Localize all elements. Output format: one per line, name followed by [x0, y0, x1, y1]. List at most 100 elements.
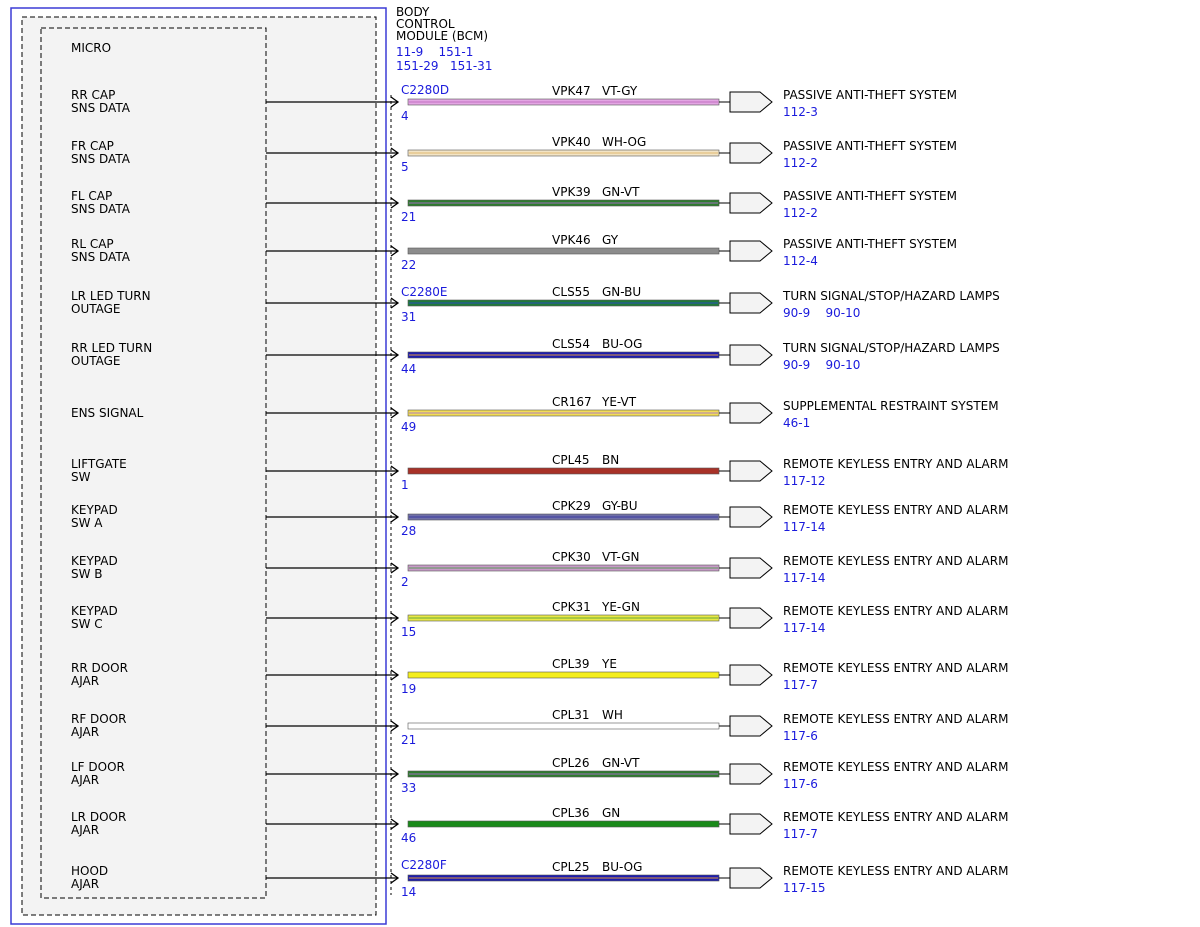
destination-arrow-icon[interactable]	[729, 292, 773, 314]
page-reference-link[interactable]: 117-6	[783, 777, 818, 791]
page-reference-link[interactable]: 112-2	[783, 206, 818, 220]
page-reference-link[interactable]: 46-1	[783, 416, 811, 430]
signal-label: ENS SIGNAL	[71, 406, 144, 420]
connector-pin-icon	[390, 465, 400, 477]
wire-color-code: BU-OG	[602, 337, 643, 351]
destination-label: REMOTE KEYLESS ENTRY AND ALARM	[783, 810, 1009, 824]
circuit-id: CPK29	[552, 499, 591, 513]
signal-label: AJAR	[71, 674, 100, 688]
destination-label: TURN SIGNAL/STOP/HAZARD LAMPS	[783, 341, 1000, 355]
circuit-id: CPL25	[552, 860, 590, 874]
signal-label: SNS DATA	[71, 202, 130, 216]
destination-arrow-icon[interactable]	[729, 344, 773, 366]
wire-color-code: VT-GY	[602, 84, 638, 98]
signal-label: RL CAP	[71, 237, 114, 251]
connector-pin-icon	[390, 245, 400, 257]
destination-arrow-icon[interactable]	[729, 867, 773, 889]
destination-label: REMOTE KEYLESS ENTRY AND ALARM	[783, 604, 1009, 618]
wire-color-code: YE-GN	[602, 600, 640, 614]
circuit-id: CLS54	[552, 337, 590, 351]
signal-label: OUTAGE	[71, 302, 121, 316]
pin-number: 28	[401, 524, 417, 538]
destination-arrow-icon[interactable]	[729, 557, 773, 579]
connector-pin-icon	[390, 669, 400, 681]
page-reference-link[interactable]: 90-9 90-10	[783, 306, 861, 320]
page-reference-link[interactable]: 117-14	[783, 571, 826, 585]
signal-label: LR LED TURN	[71, 289, 151, 303]
wire-color-code: BN	[602, 453, 620, 467]
circuit-id: CR167	[552, 395, 592, 409]
wire-color-code: YE-VT	[602, 395, 637, 409]
circuit-id: VPK40	[552, 135, 591, 149]
destination-label: REMOTE KEYLESS ENTRY AND ALARM	[783, 554, 1009, 568]
page-reference-link[interactable]: 117-14	[783, 621, 826, 635]
micro-label: MICRO	[71, 41, 112, 55]
page-reference-link[interactable]: 90-9 90-10	[783, 358, 861, 372]
signal-label: LF DOOR	[71, 760, 125, 774]
module-refs: 11-9 151-1 151-29 151-31	[396, 45, 492, 73]
pin-number: 21	[401, 733, 417, 747]
page-reference-link[interactable]: 112-2	[783, 156, 818, 170]
signal-label: SNS DATA	[71, 250, 130, 264]
connector-pin-icon	[390, 147, 400, 159]
connector-label[interactable]: C2280E	[401, 285, 448, 299]
pin-number: 14	[401, 885, 417, 899]
circuit-id: CPL26	[552, 756, 590, 770]
destination-arrow-icon[interactable]	[729, 607, 773, 629]
circuit-id: CLS55	[552, 285, 590, 299]
page-reference-link[interactable]: 117-12	[783, 474, 826, 488]
signal-label: SNS DATA	[71, 101, 130, 115]
page-reference-link[interactable]: 117-7	[783, 827, 818, 841]
page-reference-link[interactable]: 117-6	[783, 729, 818, 743]
destination-arrow-icon[interactable]	[729, 664, 773, 686]
destination-label: PASSIVE ANTI-THEFT SYSTEM	[783, 237, 957, 251]
destination-arrow-icon[interactable]	[729, 402, 773, 424]
signal-label: AJAR	[71, 823, 100, 837]
connector-label[interactable]: C2280D	[401, 83, 450, 97]
pin-number: 2	[401, 575, 409, 589]
signal-label: SW A	[71, 516, 103, 530]
connector-pin-icon	[390, 612, 400, 624]
page-reference-link[interactable]: 117-14	[783, 520, 826, 534]
signal-label: AJAR	[71, 725, 100, 739]
page-reference-link[interactable]: 112-4	[783, 254, 818, 268]
destination-arrow-icon[interactable]	[729, 192, 773, 214]
page-reference-link[interactable]: 117-7	[783, 678, 818, 692]
signal-label: SW B	[71, 567, 103, 581]
connector-pin-icon	[390, 96, 400, 108]
destination-arrow-icon[interactable]	[729, 91, 773, 113]
signal-label: KEYPAD	[71, 554, 118, 568]
connector-label[interactable]: C2280F	[401, 858, 447, 872]
signal-label: FR CAP	[71, 139, 114, 153]
circuit-id: CPL45	[552, 453, 590, 467]
signal-label: AJAR	[71, 773, 100, 787]
circuit-id: CPK30	[552, 550, 591, 564]
destination-arrow-icon[interactable]	[729, 506, 773, 528]
signal-label: AJAR	[71, 877, 100, 891]
circuit-id: VPK47	[552, 84, 591, 98]
circuit-id: CPL36	[552, 806, 590, 820]
page-reference-link[interactable]: 112-3	[783, 105, 818, 119]
destination-arrow-icon[interactable]	[729, 813, 773, 835]
destination-arrow-icon[interactable]	[729, 142, 773, 164]
destination-label: PASSIVE ANTI-THEFT SYSTEM	[783, 189, 957, 203]
wire-color-code: GY-BU	[602, 499, 638, 513]
module-ref-link[interactable]: 151-29 151-31	[396, 59, 493, 73]
pin-number: 44	[401, 362, 417, 376]
destination-arrow-icon[interactable]	[729, 715, 773, 737]
page-reference-link[interactable]: 117-15	[783, 881, 826, 895]
wire-layer	[266, 91, 773, 889]
connector-pin-icon	[390, 720, 400, 732]
pin-number: 31	[401, 310, 417, 324]
signal-label: FL CAP	[71, 189, 113, 203]
destination-arrow-icon[interactable]	[729, 240, 773, 262]
signal-label: OUTAGE	[71, 354, 121, 368]
destination-arrow-icon[interactable]	[729, 460, 773, 482]
circuit-id: CPL31	[552, 708, 590, 722]
pin-number: 49	[401, 420, 417, 434]
circuit-id: VPK46	[552, 233, 591, 247]
destination-arrow-icon[interactable]	[729, 763, 773, 785]
micro-block	[40, 27, 267, 899]
module-title-line: CONTROL	[396, 17, 455, 31]
module-ref-link[interactable]: 11-9 151-1	[396, 45, 474, 59]
